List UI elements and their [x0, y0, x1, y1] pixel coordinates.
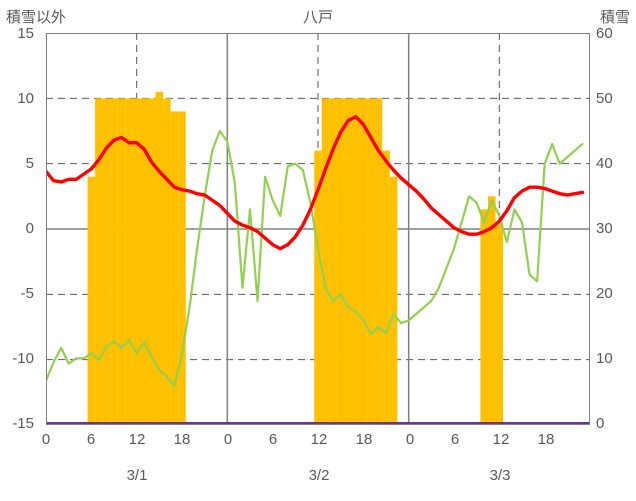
snow-bar [352, 98, 360, 425]
y-left-tick: -10 [12, 350, 34, 367]
x-tick: 0 [405, 431, 415, 448]
y-right-tick: 20 [596, 285, 613, 302]
series-line-humidity_or_other [46, 129, 584, 387]
y-right-tick: 60 [596, 25, 613, 42]
snow-bar [367, 98, 375, 425]
series-line-temperature [46, 114, 585, 251]
day-label: 3/3 [489, 467, 511, 484]
snow-bar [336, 98, 345, 425]
y-left-tick: 5 [25, 155, 34, 172]
x-tick: 0 [41, 431, 51, 448]
y-right-tick: 30 [596, 220, 613, 237]
snow-bar [178, 111, 186, 425]
y-left-tick: 15 [17, 25, 34, 42]
snow-bar [132, 98, 141, 425]
snow-bar [314, 150, 322, 425]
snow-bar [329, 98, 337, 425]
snow-bar [148, 98, 156, 425]
snow-bar [140, 98, 148, 425]
snow-bar [95, 98, 103, 425]
snow-bar [495, 222, 504, 425]
x-tick: 12 [128, 431, 146, 448]
y-left-tick: -15 [12, 415, 34, 432]
y-right-tick: 50 [596, 90, 613, 107]
y-left-tick: 0 [25, 220, 34, 237]
snow-bar [87, 176, 96, 425]
snow-bar [110, 98, 118, 425]
snow-bar [359, 98, 368, 425]
snow-bar [125, 98, 133, 425]
snow-bar [155, 91, 164, 425]
snow-bar [488, 196, 496, 425]
y-right-tick: 40 [596, 155, 613, 172]
y-left-tick: -5 [20, 285, 34, 302]
left-axis-title: 積雪以外 [6, 9, 67, 26]
snow-bar [382, 150, 390, 425]
y-right-tick: 10 [596, 350, 613, 367]
x-tick: 18 [173, 431, 191, 448]
snow-bar [480, 209, 488, 425]
snow-bar [163, 98, 171, 425]
x-tick: 6 [86, 431, 96, 448]
snow-bar [170, 111, 179, 425]
x-tick: 6 [268, 431, 278, 448]
snow-bar [344, 98, 352, 425]
plot-border [46, 33, 590, 425]
x-tick: 18 [355, 431, 373, 448]
y-right-tick: 0 [596, 415, 605, 432]
snow-bar [321, 98, 330, 425]
x-tick: 6 [450, 431, 460, 448]
right-axis-title: 積雪 [599, 9, 630, 26]
chart-svg [46, 33, 590, 425]
chart-title: 八戸 [302, 9, 333, 26]
x-tick: 0 [223, 431, 233, 448]
snow-bar [374, 98, 383, 425]
x-tick: 12 [310, 431, 328, 448]
snow-bar [117, 98, 126, 425]
snow-bar [389, 176, 398, 425]
plot-area [46, 33, 590, 425]
day-label: 3/1 [126, 467, 148, 484]
x-tick: 12 [492, 431, 510, 448]
day-label: 3/2 [308, 467, 330, 484]
snow-bar [102, 98, 111, 425]
x-tick: 18 [537, 431, 555, 448]
y-left-tick: 10 [17, 90, 34, 107]
